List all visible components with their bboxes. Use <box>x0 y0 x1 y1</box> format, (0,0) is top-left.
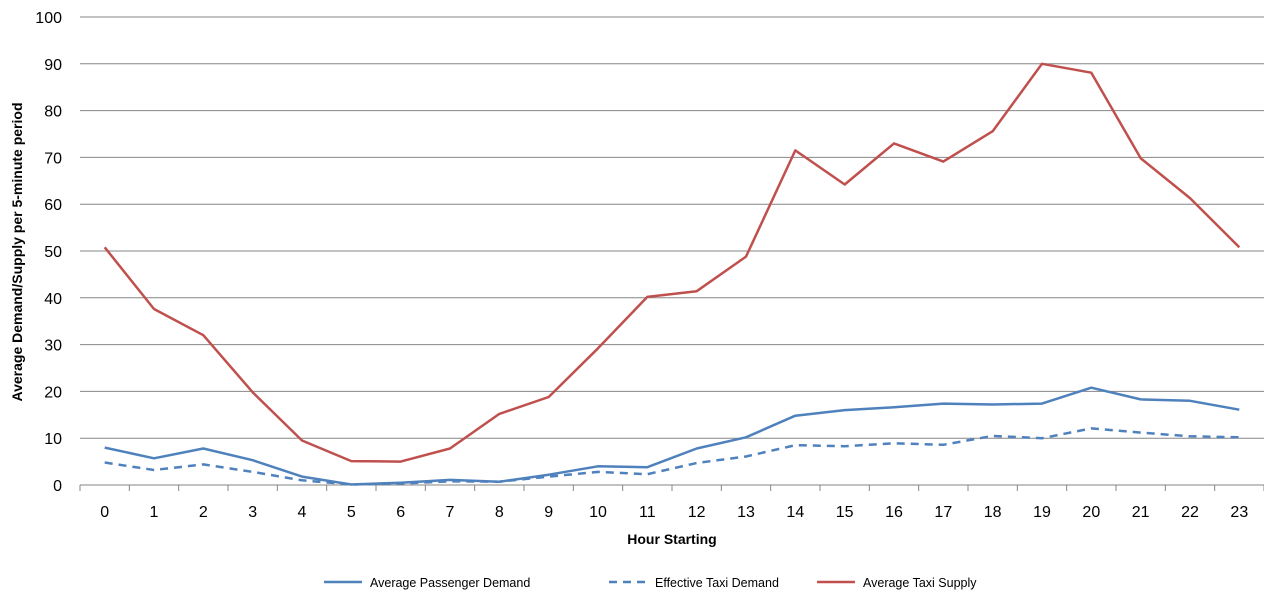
axes <box>79 484 1264 491</box>
series-line-1 <box>104 386 1240 486</box>
legend: Average Passenger Demand Effective Taxi D… <box>324 576 977 590</box>
series-line-2 <box>104 427 1240 486</box>
x-tick-label: 9 <box>544 504 553 521</box>
x-tick-label: 4 <box>298 504 307 521</box>
gridlines <box>80 16 1264 439</box>
x-tick-label: 13 <box>737 504 755 521</box>
y-tick-label: 50 <box>44 244 62 261</box>
legend-label: Effective Taxi Demand <box>655 576 779 590</box>
y-tick-label: 70 <box>44 150 62 167</box>
x-tick-label: 21 <box>1132 504 1150 521</box>
y-tick-label: 100 <box>35 10 62 27</box>
x-tick-label: 8 <box>495 504 504 521</box>
x-tick-label: 7 <box>446 504 455 521</box>
x-tick-label: 17 <box>934 504 952 521</box>
x-tick-label: 2 <box>199 504 208 521</box>
x-tick-label: 11 <box>639 504 656 521</box>
y-tick-label: 90 <box>44 57 62 74</box>
y-tick-label: 60 <box>44 197 62 214</box>
y-tick-label: 0 <box>53 478 62 495</box>
x-tick-label: 18 <box>984 504 1002 521</box>
x-tick-label: 6 <box>396 504 405 521</box>
y-tick-label: 80 <box>44 104 62 121</box>
y-tick-label: 40 <box>44 291 62 308</box>
series-line-3 <box>103 62 1241 463</box>
legend-label: Average Taxi Supply <box>863 576 977 590</box>
y-tick-label: 30 <box>44 338 62 355</box>
x-tick-label: 0 <box>100 504 109 521</box>
series-lines <box>103 62 1241 486</box>
y-tick-label: 20 <box>44 384 62 401</box>
y-tick-label: 10 <box>44 431 62 448</box>
x-tick-label: 14 <box>786 504 804 521</box>
x-tick-label: 5 <box>347 504 356 521</box>
x-tick-label: 20 <box>1082 504 1100 521</box>
x-tick-label: 15 <box>836 504 854 521</box>
x-tick-label: 16 <box>885 504 903 521</box>
x-axis-title: Hour Starting <box>627 531 716 547</box>
x-tick-label: 19 <box>1033 504 1051 521</box>
legend-label: Average Passenger Demand <box>370 576 530 590</box>
x-tick-label: 12 <box>688 504 706 521</box>
x-tick-label: 3 <box>248 504 257 521</box>
x-tick-label: 23 <box>1230 504 1248 521</box>
y-axis-title: Average Demand/Supply per 5-minute perio… <box>9 103 25 402</box>
x-tick-label: 1 <box>150 504 159 521</box>
x-tick-label: 10 <box>589 504 607 521</box>
x-tick-label: 22 <box>1181 504 1199 521</box>
